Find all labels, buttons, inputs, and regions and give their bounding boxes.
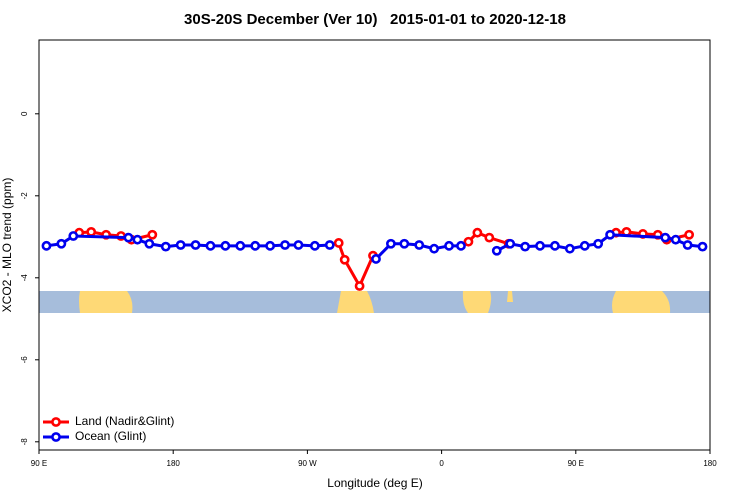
data-point — [123, 232, 134, 243]
data-point — [86, 226, 97, 237]
legend-label: Land (Nadir&Glint) — [75, 414, 174, 428]
data-point — [235, 240, 246, 251]
x-tick-label: 180 — [703, 459, 717, 468]
data-point — [682, 240, 693, 250]
chart-title: 30S-20S December (Ver 10) 2015-01-01 to … — [184, 11, 566, 28]
data-point — [491, 245, 502, 256]
data-point — [205, 240, 216, 251]
data-point — [429, 243, 440, 254]
plot-frame — [38, 39, 711, 451]
data-point — [579, 240, 590, 251]
data-point — [371, 254, 381, 264]
data-point — [564, 243, 575, 254]
x-tick-label: 0 — [439, 459, 444, 468]
x-tick-label: 90 W — [298, 459, 317, 468]
data-point — [160, 241, 171, 252]
data-point — [484, 232, 495, 243]
data-point — [324, 240, 335, 250]
data-point — [339, 254, 350, 265]
x-tick-label: 90 E — [31, 459, 47, 468]
data-point — [280, 240, 290, 250]
data-point — [605, 229, 615, 240]
data-point — [697, 241, 708, 252]
data-point — [147, 229, 158, 240]
data-point — [265, 240, 276, 251]
y-axis-label: XCO2 - MLO trend (ppm) — [0, 178, 14, 313]
data-point — [220, 240, 231, 251]
data-point — [190, 240, 201, 250]
data-point — [660, 232, 671, 243]
data-point — [399, 238, 410, 249]
data-point — [293, 240, 304, 250]
legend-marker — [51, 417, 61, 427]
y-tick-label: 0 — [20, 111, 29, 116]
x-axis-label: Longitude (deg E) — [327, 476, 422, 490]
data-point — [386, 238, 396, 249]
data-point — [41, 240, 52, 251]
data-point — [175, 240, 186, 250]
data-point — [132, 234, 143, 245]
legend-label: Ocean (Glint) — [75, 429, 146, 443]
data-point — [250, 240, 261, 251]
data-point — [444, 240, 454, 251]
y-tick-label: -2 — [20, 192, 29, 200]
data-point — [354, 281, 365, 291]
x-tick-label: 180 — [167, 459, 181, 468]
data-point — [68, 231, 79, 241]
y-tick-label: -8 — [20, 438, 29, 446]
data-point — [56, 238, 67, 249]
map-strip — [39, 291, 710, 313]
data-point — [684, 229, 695, 240]
data-point — [414, 240, 425, 250]
data-point — [505, 238, 516, 249]
data-point — [550, 240, 560, 251]
data-point — [333, 238, 344, 248]
x-tick-label: 90 E — [568, 459, 584, 468]
data-point — [472, 227, 483, 238]
data-point — [520, 241, 531, 252]
data-point — [309, 240, 320, 251]
legend-marker — [51, 432, 61, 442]
series-line — [79, 230, 690, 290]
data-point — [670, 234, 681, 245]
data-point — [456, 240, 466, 251]
data-point — [535, 240, 545, 251]
y-tick-label: -4 — [20, 274, 29, 282]
y-tick-label: -6 — [20, 356, 29, 364]
data-point — [593, 238, 604, 249]
data-point — [144, 238, 155, 249]
data-point — [463, 236, 474, 247]
